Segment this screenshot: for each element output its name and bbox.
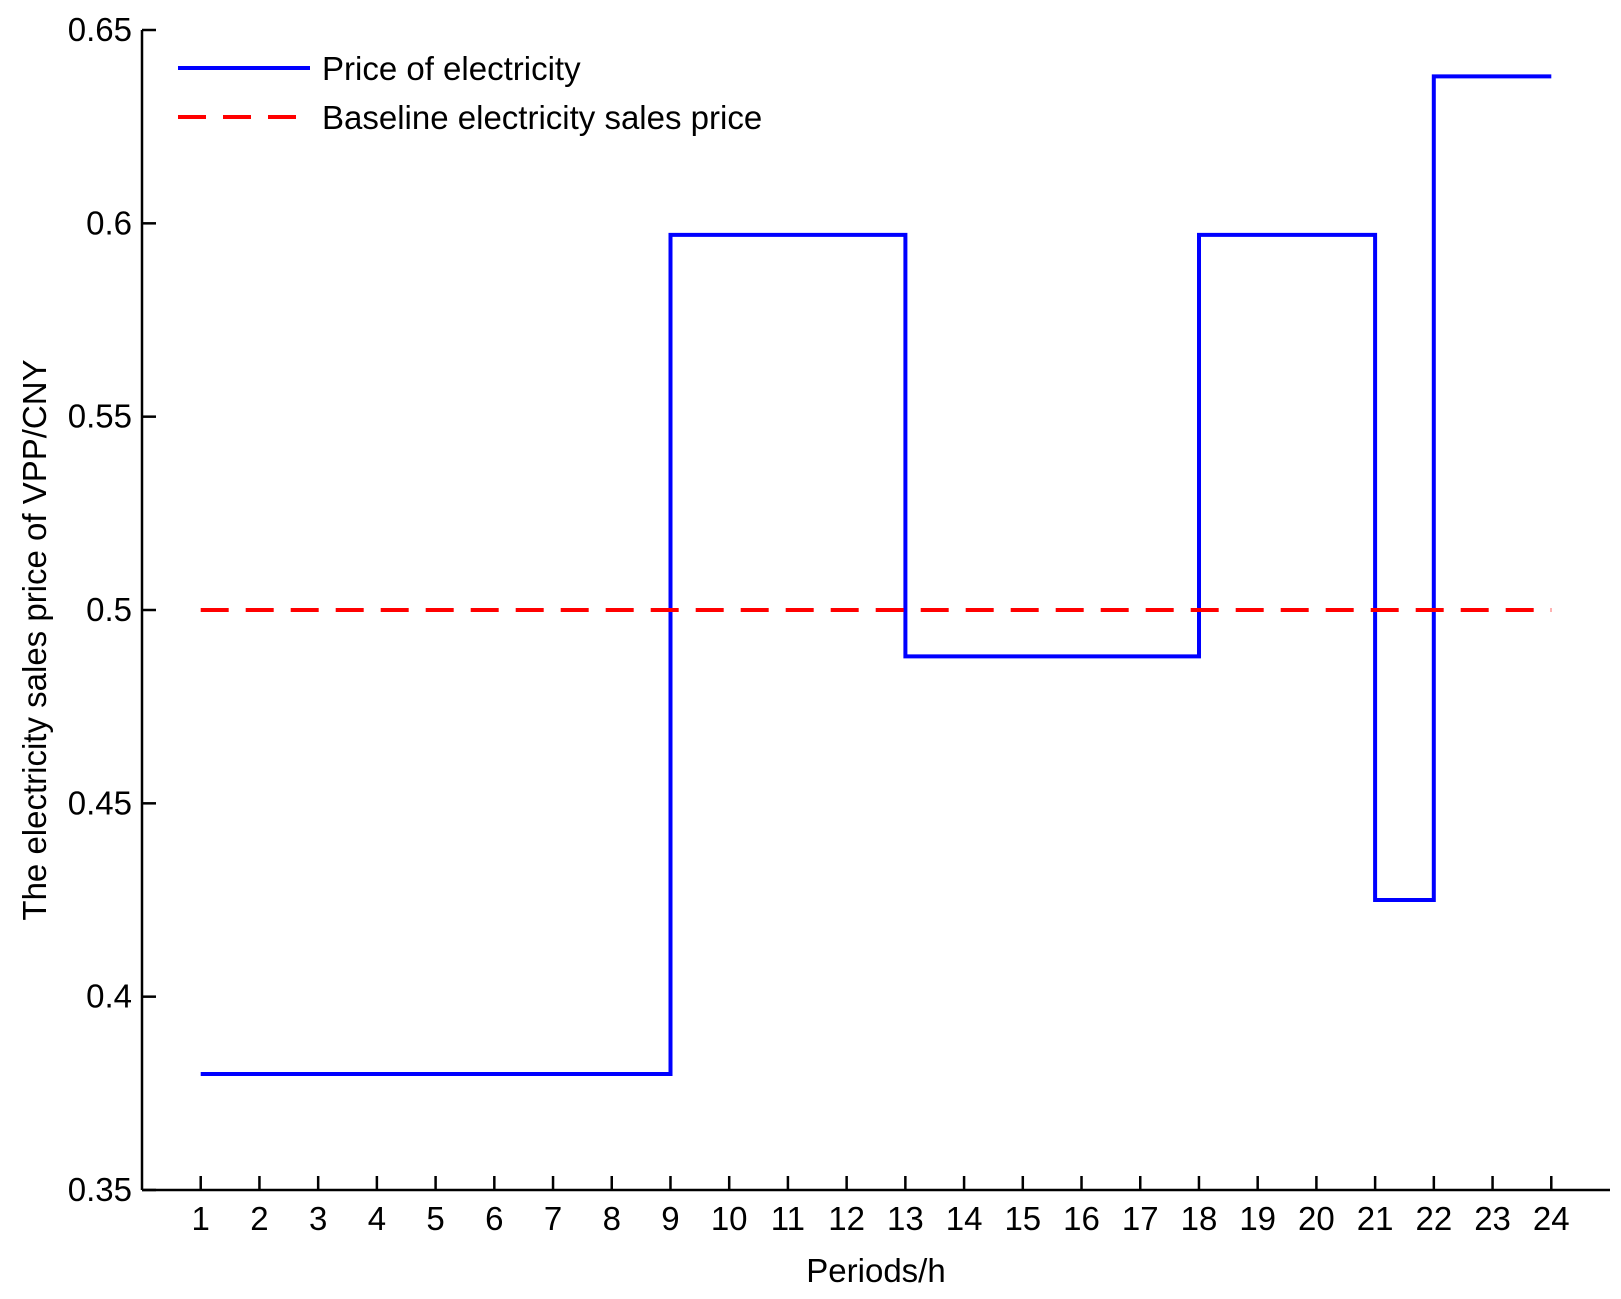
x-tick-label: 20 (1298, 1200, 1335, 1237)
x-tick-label: 15 (1004, 1200, 1041, 1237)
x-tick-label: 7 (544, 1200, 562, 1237)
x-tick-label: 8 (603, 1200, 621, 1237)
y-tick-label: 0.6 (86, 204, 132, 241)
x-tick-label: 23 (1474, 1200, 1511, 1237)
axes: 0.350.40.450.50.550.60.651 2 3 4 5 6 7 8 9 10 11 12… (68, 11, 1610, 1237)
legend: Price of electricity Baseline electricity… (178, 50, 762, 136)
y-tick-label: 0.35 (68, 1171, 132, 1208)
x-axis-label: Periods/h (806, 1252, 945, 1289)
x-tick-label: 22 (1415, 1200, 1452, 1237)
x-tick-label: 14 (946, 1200, 983, 1237)
x-tick-label: 17 (1122, 1200, 1159, 1237)
x-tick-label: 1 (192, 1200, 210, 1237)
plot-series (200, 74, 1552, 1076)
x-tick-label: 6 (485, 1200, 503, 1237)
x-tick-label: 24 (1533, 1200, 1570, 1237)
y-tick-label: 0.65 (68, 11, 132, 48)
x-tick-label: 19 (1239, 1200, 1276, 1237)
x-tick-label: 5 (426, 1200, 444, 1237)
y-tick-label: 0.55 (68, 398, 132, 435)
x-tick-label: 4 (368, 1200, 386, 1237)
x-tick-label: 21 (1357, 1200, 1394, 1237)
x-tick-label: 18 (1181, 1200, 1218, 1237)
x-tick-label: 10 (711, 1200, 748, 1237)
x-tick-label: 13 (887, 1200, 924, 1237)
x-tick-label: 2 (250, 1200, 268, 1237)
legend-entry-label: Baseline electricity sales price (322, 99, 762, 136)
legend-entry-label: Price of electricity (322, 50, 581, 87)
y-tick-label: 0.5 (86, 591, 132, 628)
y-axis-label: The electricity sales price of VPP/CNY (16, 359, 53, 920)
y-tick-label: 0.4 (86, 978, 132, 1015)
x-tick-label: 3 (309, 1200, 327, 1237)
y-tick-label: 0.45 (68, 784, 132, 821)
x-tick-label: 16 (1063, 1200, 1100, 1237)
x-tick-label: 11 (771, 1200, 805, 1237)
x-tick-label: 9 (661, 1200, 679, 1237)
price-of-electricity-line (200, 74, 1552, 1076)
x-tick-label: 12 (828, 1200, 865, 1237)
